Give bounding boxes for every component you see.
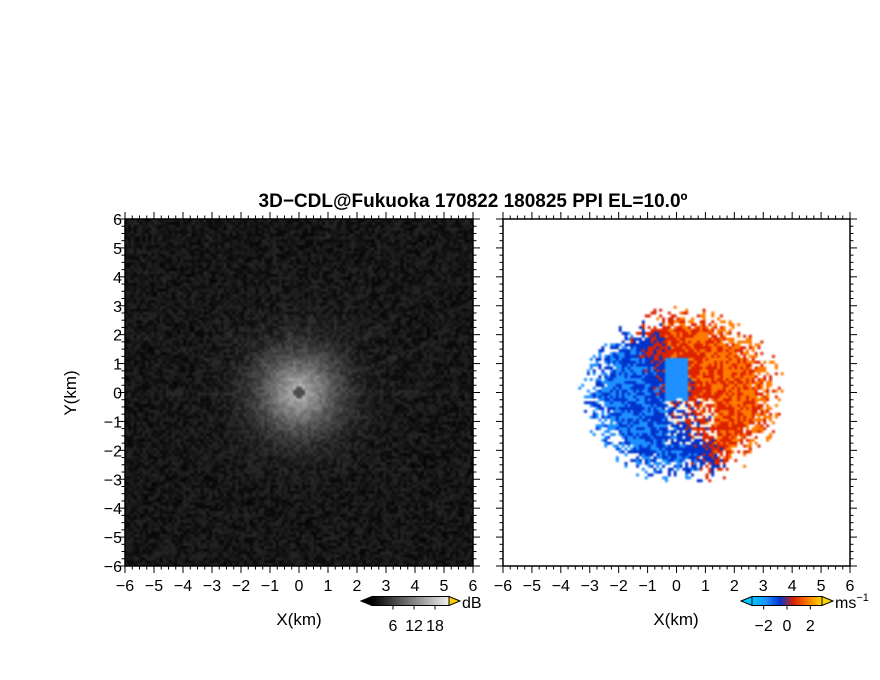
left-y-tick-label: −4 (104, 501, 122, 518)
velocity-field (503, 219, 850, 566)
vel-colorbar-bar (751, 596, 823, 606)
right-x-tick-label: −1 (638, 578, 656, 595)
right-x-tick-label: 6 (846, 578, 855, 595)
left-y-tick-label: 6 (113, 212, 122, 229)
left-x-tick-label: −1 (261, 578, 279, 595)
right-x-tick-label: −3 (581, 578, 599, 595)
left-x-tick-label: −2 (232, 578, 250, 595)
right-x-tick-label: −5 (523, 578, 541, 595)
left-y-tick-label: 1 (113, 357, 122, 374)
left-y-tick-label: −1 (104, 414, 122, 431)
right-x-tick-label: 2 (730, 578, 739, 595)
left-y-tick-label: 2 (113, 328, 122, 345)
left-x-tick-label: 1 (324, 578, 333, 595)
dbz-colorbar-tick-label: 12 (405, 618, 423, 635)
vel-colorbar-tick-label: −2 (755, 618, 773, 635)
vel-colorbar-over-arrow (821, 595, 835, 607)
x-axis-label-left: X(km) (276, 610, 321, 629)
left-x-tick-label: −5 (145, 578, 163, 595)
left-x-tick-label: 0 (295, 578, 304, 595)
left-x-tick-label: −3 (203, 578, 221, 595)
dbz-colorbar-tick-label: 18 (426, 618, 444, 635)
left-x-tick-label: 3 (382, 578, 391, 595)
vel-colorbar-tick-label: 2 (806, 618, 815, 635)
dbz-colorbar-bar (371, 596, 450, 606)
left-x-tick-label: 2 (353, 578, 362, 595)
reflectivity-field (125, 219, 473, 566)
vel-colorbar-under-arrow (739, 595, 753, 607)
right-x-tick-label: 4 (788, 578, 797, 595)
reflectivity-panel: −6 −5 −4 −3 −2 −1 0 1 2 3 4 5 6 −6−5−4−3−2−10123456 … (61, 212, 482, 635)
vel-colorbar-unit-label: ms−1 (835, 592, 869, 612)
left-y-tick-label: 5 (113, 241, 122, 258)
dbz-colorbar-under-arrow (359, 595, 373, 607)
dbz-colorbar-over-arrow (448, 595, 462, 607)
left-y-tick-label: −6 (104, 559, 122, 576)
right-x-tick-label: 1 (701, 578, 710, 595)
right-x-tick-label: 3 (759, 578, 768, 595)
left-y-tick-label: 4 (113, 270, 122, 287)
right-x-tick-label: 5 (817, 578, 826, 595)
right-x-tick-label: −6 (494, 578, 512, 595)
left-x-tick-label: −6 (116, 578, 134, 595)
left-y-tick-label: 3 (113, 299, 122, 316)
left-y-tick-label: −2 (104, 443, 122, 460)
left-x-tick-label: 4 (411, 578, 420, 595)
vel-colorbar-unit-exponent: −1 (856, 592, 869, 604)
right-x-tick-label: 0 (672, 578, 681, 595)
left-y-tick-label: −3 (104, 472, 122, 489)
left-y-tick-label: −5 (104, 530, 122, 547)
velocity-panel: −6 −5 −4 −3 −2 −1 0 1 2 3 4 5 6 X(km) −2 0 2ms−1 (494, 212, 869, 635)
x-axis-label-right: X(km) (653, 610, 698, 629)
left-x-tick-label: 5 (440, 578, 449, 595)
left-x-tick-label: 6 (469, 578, 478, 595)
dbz-colorbar-tick-label: 6 (389, 618, 398, 635)
figure-title: 3D−CDL@Fukuoka 170822 180825 PPI EL=10.0… (259, 191, 688, 212)
left-x-tick-label: −4 (174, 578, 192, 595)
right-x-tick-label: −2 (610, 578, 628, 595)
left-y-tick-label: 0 (113, 386, 122, 403)
vel-colorbar-tick-label: 0 (783, 618, 792, 635)
velocity-colorbar: −2 0 2 ms−1 (739, 592, 869, 635)
y-axis-label: Y(km) (61, 370, 80, 415)
dbz-colorbar-unit-label: dB (462, 595, 482, 612)
reflectivity-colorbar: 6 12 18 dB (359, 595, 482, 635)
right-x-tick-label: −4 (552, 578, 570, 595)
